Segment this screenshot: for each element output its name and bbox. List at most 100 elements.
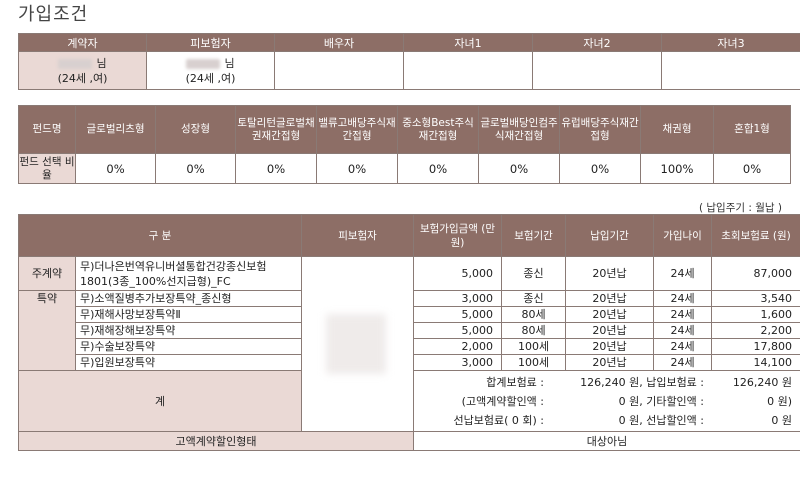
- rider-period: 80세: [501, 322, 567, 339]
- fund-table: 펀드명 글로벌리츠형 성장형 토탈리턴글로벌채권재간접형 밸류고배당주식재간접형…: [18, 105, 791, 184]
- main-contract-name: 무)더나은번역유니버셜통합건강종신보험1801(3종_100%선지급형)_FC: [74, 256, 303, 291]
- insured-redacted: [301, 256, 415, 432]
- contractor-name-suffix: 님: [96, 56, 107, 70]
- fund-ratio: 0%: [713, 153, 791, 184]
- rider-pay-period: 20년납: [565, 290, 655, 307]
- header-amount: 보험가입금액 (만원): [413, 214, 503, 257]
- child1-cell: [403, 51, 533, 90]
- fund-header: 글로벌리츠형: [75, 105, 156, 154]
- contractor-cell: 님 (24세 ,여): [18, 51, 147, 90]
- spouse-cell: [274, 51, 404, 90]
- header-category: 구 분: [17, 214, 303, 257]
- rider-age: 24세: [653, 306, 713, 323]
- coverage-table: 구 분 피보험자 보험가입금액 (만원) 보험기간 납입기간 가입나이 초회보험…: [17, 214, 800, 451]
- rider-amount: 3,000: [413, 290, 503, 307]
- fund-header: 중소형Best주식재간접형: [397, 105, 479, 154]
- fund-ratio: 0%: [397, 153, 479, 184]
- redacted-name: [186, 58, 221, 69]
- fund-ratio: 0%: [316, 153, 398, 184]
- rider-age: 24세: [653, 354, 713, 371]
- fund-ratio: 0%: [75, 153, 156, 184]
- header-child2: 자녀2: [532, 33, 662, 52]
- total-sum-label: 합계보험료 :: [486, 375, 545, 389]
- header-premium: 초회보험료 (원): [711, 214, 800, 257]
- fund-header: 글로벌배당인컴주식재간접형: [478, 105, 560, 154]
- fund-header: 성장형: [155, 105, 236, 154]
- rider-period: 종신: [501, 290, 567, 307]
- header-pay-period: 납입기간: [565, 214, 655, 257]
- child2-cell: [532, 51, 662, 90]
- rider-pay-period: 20년납: [565, 354, 655, 371]
- rider-period: 100세: [501, 354, 567, 371]
- total-paid-value: 126,240 원: [732, 375, 793, 389]
- fund-ratio: 0%: [235, 153, 317, 184]
- rider-premium: 17,800: [711, 338, 800, 355]
- fund-ratio: 0%: [155, 153, 236, 184]
- rider-name: 무)수술보장특약: [74, 338, 303, 355]
- redacted-block: [325, 314, 386, 374]
- header-contractor: 계약자: [18, 33, 147, 52]
- fund-ratio-label: 펀드 선택 비율: [18, 153, 76, 184]
- page-title: 가입조건: [18, 4, 89, 25]
- rider-name: 무)재해사망보장특약Ⅱ: [74, 306, 303, 323]
- rider-amount: 5,000: [413, 306, 503, 323]
- rider-premium: 3,540: [711, 290, 800, 307]
- rider-age: 24세: [653, 290, 713, 307]
- discount-type-label: 고액계약할인형태: [17, 431, 415, 451]
- main-period: 종신: [501, 256, 567, 291]
- header-age: 가입나이: [653, 214, 713, 257]
- total-cell: 합계보험료 : 126,240 원, 납입보험료 : 126,240 원 (고액…: [413, 370, 800, 432]
- header-insured: 피보험자: [146, 33, 275, 52]
- header-child1: 자녀1: [403, 33, 533, 52]
- rider-age: 24세: [653, 338, 713, 355]
- header-child3: 자녀3: [661, 33, 800, 52]
- fund-name-header: 펀드명: [18, 105, 76, 154]
- prepaid-value: 0 원, 선납할인액 :: [618, 413, 705, 427]
- rider-pay-period: 20년납: [565, 322, 655, 339]
- fund-header: 토탈리턴글로벌채권재간접형: [235, 105, 317, 154]
- main-age: 24세: [653, 256, 713, 291]
- child3-cell: [661, 51, 800, 90]
- discount-label: (고액계약할인액 :: [461, 394, 545, 408]
- main-amount: 5,000: [413, 256, 503, 291]
- rider-period: 100세: [501, 338, 567, 355]
- rider-premium: 1,600: [711, 306, 800, 323]
- contractor-age: (24세 ,여): [57, 71, 108, 85]
- header-spouse: 배우자: [274, 33, 404, 52]
- rider-amount: 2,000: [413, 338, 503, 355]
- payment-cycle-note: ( 납입주기 : 월납 ): [698, 202, 782, 214]
- fund-header: 유럽배당주식재간접형: [559, 105, 641, 154]
- rider-pay-period: 20년납: [565, 306, 655, 323]
- fund-header: 혼합1형: [713, 105, 791, 154]
- rider-label: 특약: [18, 290, 76, 371]
- insured-name-suffix: 님: [224, 56, 235, 70]
- fund-ratio: 100%: [640, 153, 714, 184]
- header-period: 보험기간: [501, 214, 567, 257]
- discount-value: 0 원, 기타할인액 :: [618, 394, 705, 408]
- main-premium: 87,000: [711, 256, 800, 291]
- rider-name: 무)소액질병추가보장특약_종신형: [74, 290, 303, 307]
- rider-amount: 5,000: [413, 322, 503, 339]
- rider-period: 80세: [501, 306, 567, 323]
- rider-pay-period: 20년납: [565, 338, 655, 355]
- rider-premium: 2,200: [711, 322, 800, 339]
- rider-amount: 3,000: [413, 354, 503, 371]
- rider-age: 24세: [653, 322, 713, 339]
- fund-header: 채권형: [640, 105, 714, 154]
- main-pay-period: 20년납: [565, 256, 655, 291]
- total-label: 계: [17, 370, 303, 432]
- discount-type-value: 대상아님: [413, 431, 800, 451]
- other-discount-value: 0 원): [767, 394, 793, 408]
- rider-name: 무)입원보장특약: [74, 354, 303, 371]
- total-sum-value: 126,240 원, 납입보험료 :: [580, 375, 705, 389]
- insured-cell: 님 (24세 ,여): [146, 51, 275, 90]
- rider-name: 무)재해장해보장특약: [74, 322, 303, 339]
- insured-table: 계약자 피보험자 배우자 자녀1 자녀2 자녀3 님 (24세 ,여) 님 (2…: [18, 33, 800, 90]
- prepaid-label: 선납보험료( 0 회) :: [453, 413, 545, 427]
- prepaid-discount-value: 0 원: [771, 413, 793, 427]
- fund-ratio: 0%: [559, 153, 641, 184]
- fund-ratio: 0%: [478, 153, 560, 184]
- redacted-name: [58, 58, 93, 69]
- rider-premium: 14,100: [711, 354, 800, 371]
- insured-age: (24세 ,여): [185, 71, 236, 85]
